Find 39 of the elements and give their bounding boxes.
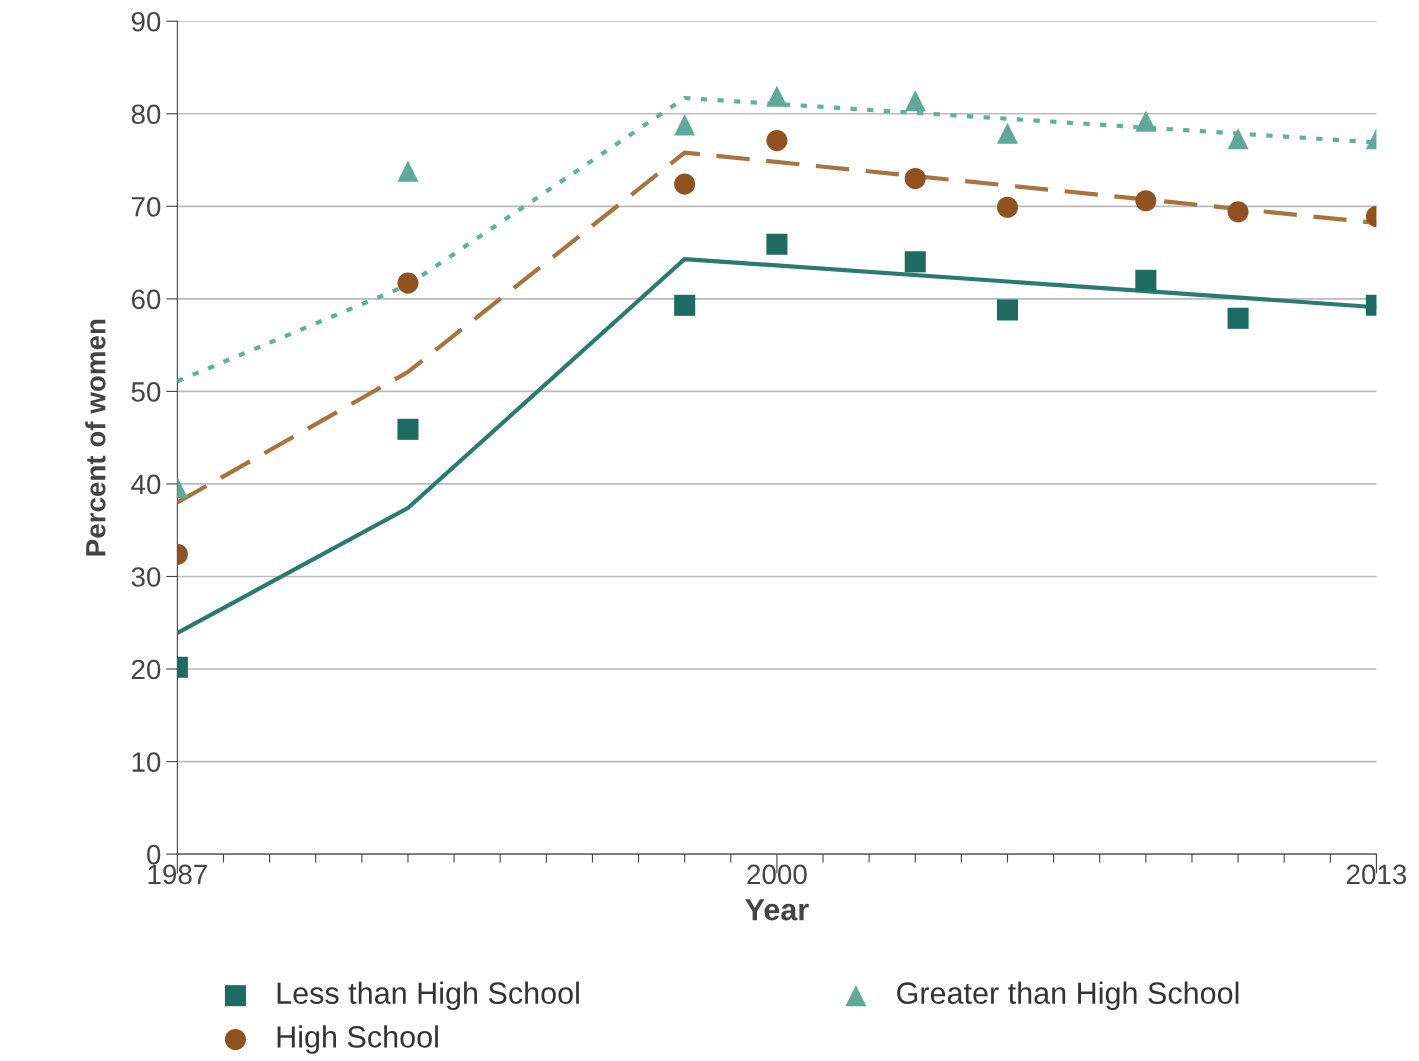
point <box>904 251 926 273</box>
point <box>1135 190 1157 212</box>
y-axis-title: Percent of women <box>85 319 106 556</box>
point <box>397 272 419 294</box>
point <box>996 299 1019 321</box>
point <box>1227 128 1249 150</box>
point <box>397 418 419 440</box>
point <box>904 168 926 190</box>
legend-label: Greater than High School <box>897 981 1239 1011</box>
x-tick-label: 1987 <box>148 864 207 885</box>
x-axis-title: Year <box>745 899 809 921</box>
point <box>766 85 788 107</box>
point <box>1227 201 1249 223</box>
point <box>766 233 788 255</box>
legend-label: High School <box>277 1025 438 1054</box>
y-tick-label: 10 <box>132 752 161 772</box>
y-tick-label: 70 <box>131 196 161 217</box>
point <box>1135 110 1157 132</box>
legend-label: Less than High School <box>277 981 579 1011</box>
y-tick-label: 80 <box>131 104 161 125</box>
point <box>996 122 1019 144</box>
y-tick-label: 0 <box>147 844 161 865</box>
point <box>1227 307 1249 329</box>
y-tick-label: 50 <box>131 382 161 402</box>
point <box>397 160 419 182</box>
point <box>996 196 1019 218</box>
x-tick-label: 2013 <box>1346 864 1407 885</box>
point <box>674 173 696 195</box>
y-tick-label: 30 <box>131 567 161 587</box>
point <box>1135 269 1157 291</box>
point <box>674 294 696 316</box>
point <box>674 114 696 136</box>
y-tick-label: 90 <box>131 11 161 32</box>
y-tick-label: 40 <box>131 474 161 495</box>
y-tick-label: 60 <box>131 289 161 310</box>
x-tick-label: 2000 <box>747 864 807 885</box>
point <box>904 90 926 112</box>
point <box>766 130 788 152</box>
y-tick-label: 20 <box>131 659 161 680</box>
